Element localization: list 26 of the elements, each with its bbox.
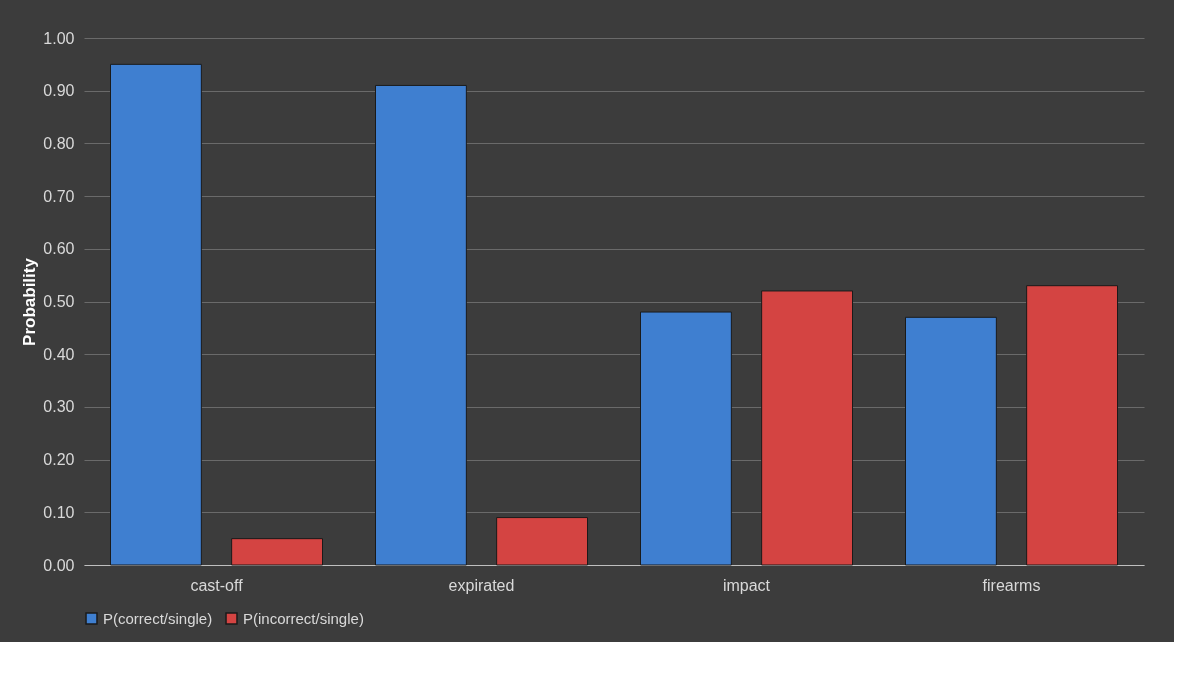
y-tick-label: 0.00 (43, 556, 75, 574)
bar (231, 538, 323, 566)
bar (1026, 285, 1118, 566)
bar (640, 311, 732, 566)
y-tick-label: 0.90 (43, 82, 75, 100)
y-tick-label: 0.30 (43, 398, 75, 416)
y-tick-label: 0.10 (43, 503, 75, 521)
x-tick-label: firearms (982, 576, 1041, 594)
y-tick-label: 0.40 (43, 345, 75, 363)
y-tick-label: 0.20 (43, 451, 75, 469)
y-tick-label: 1.00 (43, 29, 75, 47)
bar (375, 84, 467, 566)
x-tick-label: impact (722, 576, 771, 594)
y-tick-label: 0.60 (43, 240, 75, 258)
x-tick-label: cast-off (190, 576, 244, 594)
bar (496, 517, 588, 566)
y-tick-label: 0.50 (43, 293, 75, 310)
bar (905, 316, 997, 566)
bar (761, 290, 853, 566)
y-axis-title: Probability (20, 257, 40, 346)
legend-label: P(incorrect/single) (243, 609, 364, 627)
x-tick-label: expirated (448, 576, 515, 594)
bar (110, 63, 202, 566)
y-tick-label: 0.70 (43, 187, 75, 205)
y-tick-label: 0.80 (43, 134, 75, 152)
legend-label: P(correct/single) (103, 609, 213, 627)
